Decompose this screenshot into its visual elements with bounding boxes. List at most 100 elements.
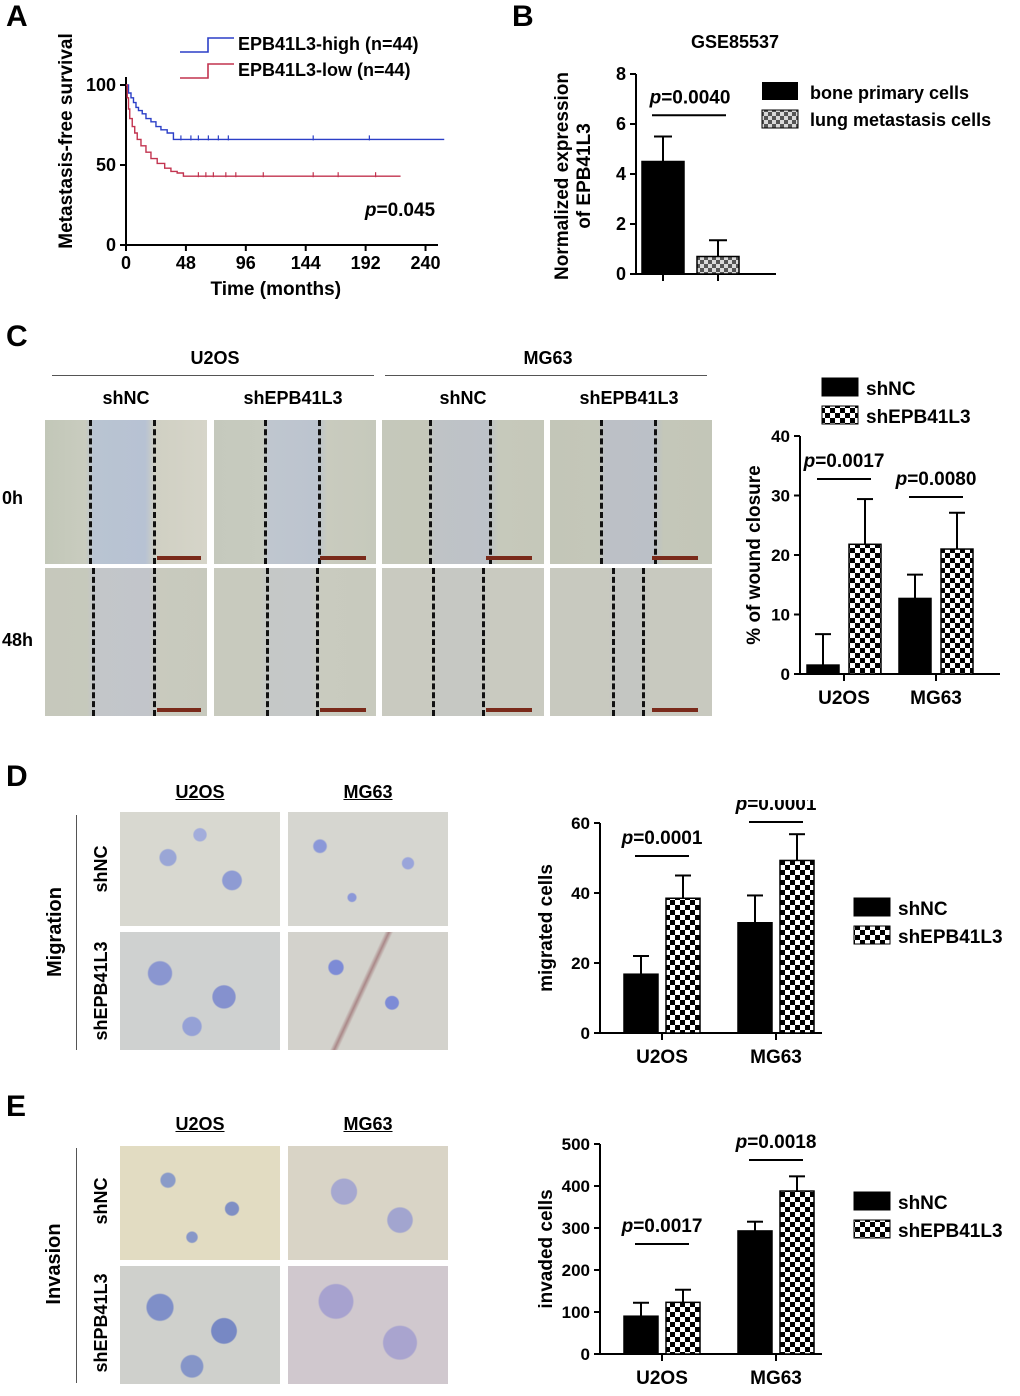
y-tick-label: 8 [616, 64, 626, 84]
c-col-label: shNC [102, 388, 150, 408]
y-tick-label: 20 [771, 546, 790, 565]
p-value: p=0.0001 [621, 828, 703, 849]
bar [898, 597, 932, 675]
legend-swatch [853, 1219, 891, 1239]
bar [623, 1315, 659, 1355]
y-tick-label: 100 [562, 1303, 590, 1322]
wound-image-mg63-shepb41l3-48h [550, 568, 712, 716]
gse85537-bar-chart: GSE85537 0 2 4 6 8 Normalized expression of EPB… [552, 32, 991, 284]
y-tick-label: 60 [571, 814, 590, 833]
e-cell-line-mg63: MG63 [343, 1114, 393, 1134]
y-tick-label: 20 [571, 954, 590, 973]
legend-label: shEPB41L3 [866, 407, 971, 428]
invasion-image-mg63-shepb41l3 [288, 1266, 448, 1384]
y-tick-label: 2 [616, 214, 626, 234]
wound-image-u2os-shepb41l3-0h [214, 420, 376, 564]
y-axis-label: migrated cells [536, 864, 557, 992]
legend-swatch [853, 1191, 891, 1211]
legend-label: shEPB41L3 [898, 1221, 1003, 1242]
bar [665, 897, 701, 1034]
bar [940, 548, 974, 675]
x-tick-label: 144 [291, 253, 321, 273]
migration-image-u2os-shnc [120, 812, 280, 926]
migration-image-mg63-shnc [288, 812, 448, 926]
x-tick-label: 0 [121, 253, 131, 273]
wound-image-mg63-shnc-48h [382, 568, 544, 716]
c-col-label: shEPB41L3 [579, 388, 679, 408]
migrated-cells-bar-chart: 0 20 40 60 migrated cells U2OS p=0.0001 MG63 p=0… [536, 800, 1003, 1068]
legend-label: shNC [898, 899, 948, 920]
legend-swatch [853, 897, 891, 917]
e-row-group-label: Invasion [43, 1223, 65, 1305]
km-curve [126, 84, 401, 177]
c-divider-mg63 [385, 375, 707, 376]
panel-label-e: E [6, 1090, 27, 1123]
x-category-label: U2OS [636, 1368, 688, 1389]
y-tick-label: 40 [771, 427, 790, 446]
d-row-label-shepb41l3: shEPB41L3 [91, 941, 111, 1041]
bar [806, 664, 840, 675]
p-value: p=0.0080 [895, 469, 977, 490]
legend-swatch [762, 82, 798, 100]
e-group-bracket [76, 1148, 77, 1383]
y-tick-label: 30 [771, 487, 790, 506]
migration-image-u2os-shepb41l3 [120, 932, 280, 1050]
bar [696, 255, 740, 275]
panel-label-d: D [6, 760, 28, 793]
y-tick-label: 500 [562, 1135, 590, 1154]
y-axis-label: Normalized expression [552, 72, 573, 280]
invasion-image-u2os-shnc [120, 1146, 280, 1260]
y-tick-label: 400 [562, 1177, 590, 1196]
wound-image-u2os-shnc-0h [45, 420, 207, 564]
y-tick-label: 100 [86, 75, 116, 95]
e-row-label-shnc: shNC [91, 1177, 111, 1225]
invasion-image-u2os-shepb41l3 [120, 1266, 280, 1384]
legend-label: EPB41L3-low (n=44) [238, 60, 411, 80]
e-row-label-shepb41l3: shEPB41L3 [91, 1273, 111, 1373]
y-tick-label: 50 [96, 155, 116, 175]
c-cell-line-mg63: MG63 [523, 348, 573, 368]
migration-image-mg63-shepb41l3 [288, 932, 448, 1050]
bar [779, 1190, 815, 1355]
y-tick-label: 200 [562, 1261, 590, 1280]
d-cell-line-u2os: U2OS [175, 782, 225, 802]
legend-label: lung metastasis cells [810, 110, 991, 130]
y-axis-label: Metastasis-free survival [56, 33, 77, 248]
bar [737, 922, 773, 1034]
invasion-image-mg63-shnc [288, 1146, 448, 1260]
invaded-cells-bar-chart: 0 100 200 300 400 500 invaded cells U2OS p=0.001… [536, 1132, 1003, 1389]
x-category-label: MG63 [910, 688, 962, 709]
legend-label: bone primary cells [810, 83, 969, 103]
wound-closure-bar-chart: 0 10 20 30 40 % of wound closure U2OS p=0.0017 M… [744, 377, 1000, 709]
legend-label: EPB41L3-high (n=44) [238, 34, 419, 54]
c-col-label: shEPB41L3 [243, 388, 343, 408]
km-survival-chart: 0 48 96 144 192 240 0 50 100 Time (months) Metasta… [56, 33, 445, 300]
c-time-label-48h: 48h [2, 630, 34, 650]
bar [623, 973, 659, 1034]
c-cell-line-u2os: U2OS [190, 348, 240, 368]
y-axis-label: of EPB41L3 [574, 123, 595, 229]
chart-title: GSE85537 [691, 32, 779, 52]
legend-label: shEPB41L3 [898, 927, 1003, 948]
y-tick-label: 10 [771, 606, 790, 625]
x-tick-label: 240 [410, 253, 440, 273]
y-tick-label: 0 [581, 1024, 590, 1043]
wound-image-mg63-shepb41l3-0h [550, 420, 712, 564]
y-tick-label: 4 [616, 164, 626, 184]
bar [848, 543, 882, 675]
d-row-label-shnc: shNC [91, 845, 111, 893]
legend-line [180, 37, 234, 53]
legend-swatch [853, 925, 891, 945]
x-category-label: U2OS [636, 1047, 688, 1068]
km-curve [126, 84, 445, 141]
c-time-label-0h: 0h [2, 488, 24, 508]
bar [641, 160, 685, 275]
d-cell-line-mg63: MG63 [343, 782, 393, 802]
panel-label-a: A [6, 0, 28, 33]
x-category-label: MG63 [750, 1368, 802, 1389]
p-value: p=0.0040 [649, 87, 731, 108]
legend-swatch [761, 109, 799, 129]
bar [737, 1230, 773, 1355]
p-value: p=0.0001 [735, 800, 817, 815]
y-axis-label: % of wound closure [744, 465, 765, 644]
